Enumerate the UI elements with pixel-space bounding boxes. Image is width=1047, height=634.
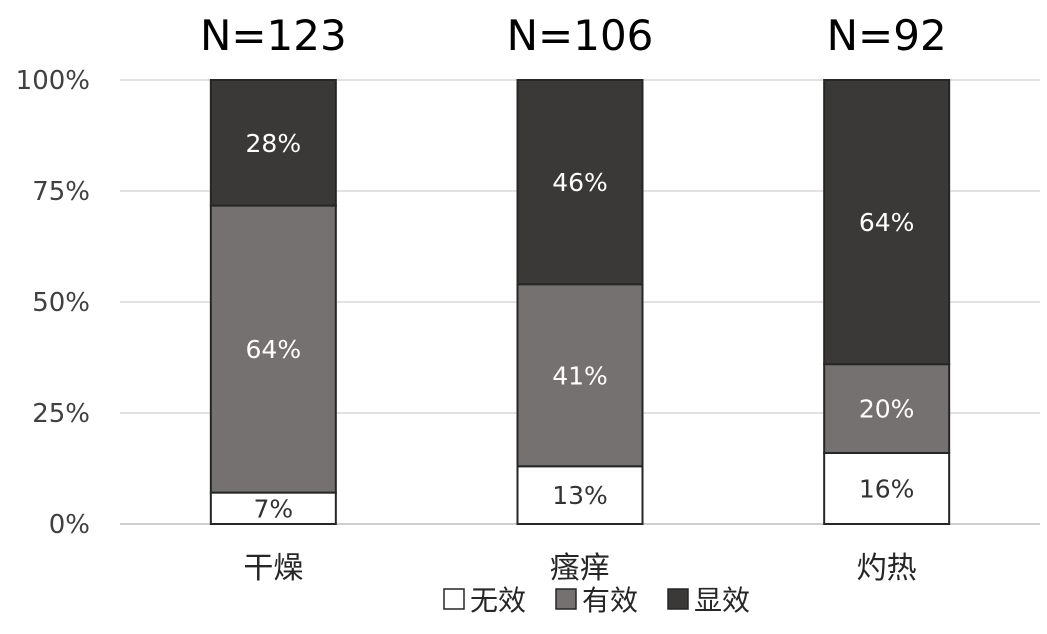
legend-label: 显效 [694,584,750,617]
y-tick-label: 25% [32,399,90,429]
x-tick-label: 瘙痒 [550,551,610,586]
bar-segment [209,79,337,207]
bar-segment [823,79,951,366]
y-tick-label: 75% [32,177,90,207]
legend-label: 有效 [582,584,638,617]
bar-segment [516,79,644,286]
legend-swatch [443,588,465,610]
y-tick-label: 50% [32,288,90,318]
data-label: 16% [859,474,915,503]
y-tick-label: 100% [16,66,90,96]
data-label: 64% [246,335,302,364]
legend-swatch [667,588,689,610]
data-label: 41% [552,361,608,390]
background-edge [1040,0,1047,630]
bar-segment [209,491,337,525]
data-label: 46% [552,168,608,197]
y-tick-label: 0% [49,510,90,540]
data-label: 28% [246,129,302,158]
data-label: 13% [552,481,608,510]
sample-size-label: N=123 [200,11,347,60]
x-tick-label: 灼热 [857,551,917,586]
x-tick-label: 干燥 [243,551,303,586]
data-label: 7% [253,494,293,523]
bar-segment [209,204,337,494]
sample-size-label: N=92 [827,11,947,60]
legend-label: 无效 [470,584,526,617]
data-label: 20% [859,395,915,424]
legend-swatch [555,588,577,610]
data-label: 64% [859,208,915,237]
bar-segment [823,451,951,525]
bar-segment [823,363,951,454]
sample-size-label: N=106 [507,11,654,60]
